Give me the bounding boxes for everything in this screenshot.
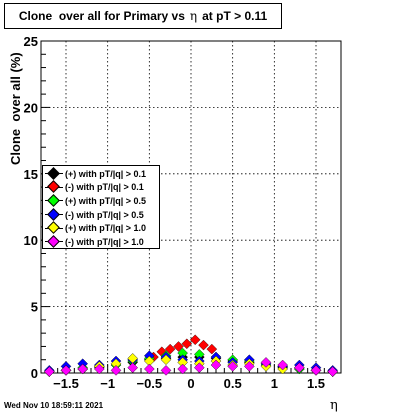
data-point	[44, 366, 55, 377]
chart-title-text: Clone over all for Primary vs	[18, 9, 185, 23]
legend-marker	[43, 166, 65, 180]
legend-entry: (+) with pT/|q| > 1.0	[43, 221, 159, 235]
y-tick-label: 5	[31, 300, 38, 315]
x-tick-label: −1.5	[53, 376, 79, 391]
data-marks	[44, 334, 338, 377]
data-point	[227, 361, 238, 372]
data-point	[210, 359, 222, 371]
legend-entry: (-) with pT/|q| > 0.1	[43, 180, 159, 195]
x-tick-label: 1	[271, 376, 278, 391]
tick-labels: 0 5 10 15 20 25 −1.5 −1 −0.5 0 0.5 1 1.5	[24, 34, 326, 391]
timestamp: Wed Nov 10 18:59:11 2021	[4, 401, 104, 410]
x-tick-label: −0.5	[136, 376, 162, 391]
data-point	[244, 361, 255, 372]
y-axis-label: Clone over all (%)	[8, 52, 23, 165]
legend-label: (-) with pT/|q| > 0.5	[65, 209, 144, 220]
data-point	[277, 359, 288, 371]
y-tick-label: 0	[31, 366, 38, 381]
legend-label: (+) with pT/|q| > 1.0	[65, 223, 147, 234]
grid-lines	[41, 41, 341, 373]
y-tick-label: 10	[24, 233, 38, 248]
data-point	[160, 365, 172, 376]
legend-entry: (-) with pT/|q| > 1.0	[43, 234, 159, 249]
x-tick-label: 1.5	[307, 376, 325, 391]
data-point	[198, 339, 209, 351]
data-point	[127, 362, 138, 373]
data-point	[310, 365, 322, 376]
legend-label: (-) with pT/|q| > 1.0	[65, 236, 144, 247]
legend-label: (-) with pT/|q| > 0.1	[65, 182, 144, 193]
data-point	[260, 357, 272, 368]
y-tick-label: 20	[24, 100, 38, 115]
chart-title-suffix: at pT > 0.11	[202, 9, 268, 23]
data-point	[173, 341, 184, 352]
legend-marker	[43, 207, 65, 221]
data-point	[160, 354, 172, 366]
chart-title: Clone over all for Primary vs η at pT > …	[4, 3, 282, 29]
data-point	[77, 363, 88, 375]
data-point	[144, 363, 155, 375]
data-point	[194, 362, 205, 373]
legend-marker	[43, 180, 65, 194]
x-tick-label: 0	[187, 376, 194, 391]
data-point	[60, 365, 72, 376]
legend: (+) with pT/|q| > 0.1 (-) with pT/|q| > …	[42, 165, 160, 249]
data-point	[110, 365, 122, 376]
legend-marker	[43, 194, 65, 207]
legend-entry: (-) with pT/|q| > 0.5	[43, 207, 159, 222]
data-point	[189, 334, 201, 346]
x-tick-label: −1	[100, 376, 115, 391]
x-axis-label: η	[330, 398, 338, 413]
legend-entry: (+) with pT/|q| > 0.1	[43, 166, 159, 181]
data-point	[94, 363, 105, 375]
chart-title-eta: η	[189, 9, 198, 23]
legend-label: (+) with pT/|q| > 0.5	[65, 195, 147, 206]
data-point	[206, 343, 218, 355]
data-point	[164, 343, 176, 355]
data-point	[327, 366, 338, 377]
legend-marker	[43, 234, 65, 248]
y-tick-label: 15	[24, 167, 38, 182]
data-point	[181, 338, 193, 350]
legend-entry: (+) with pT/|q| > 0.5	[43, 194, 159, 208]
y-tick-label: 25	[24, 34, 38, 49]
data-point	[294, 362, 305, 373]
legend-label: (+) with pT/|q| > 0.1	[65, 168, 147, 179]
x-tick-label: 0.5	[224, 376, 242, 391]
legend-marker	[43, 221, 65, 235]
data-point	[177, 363, 188, 375]
